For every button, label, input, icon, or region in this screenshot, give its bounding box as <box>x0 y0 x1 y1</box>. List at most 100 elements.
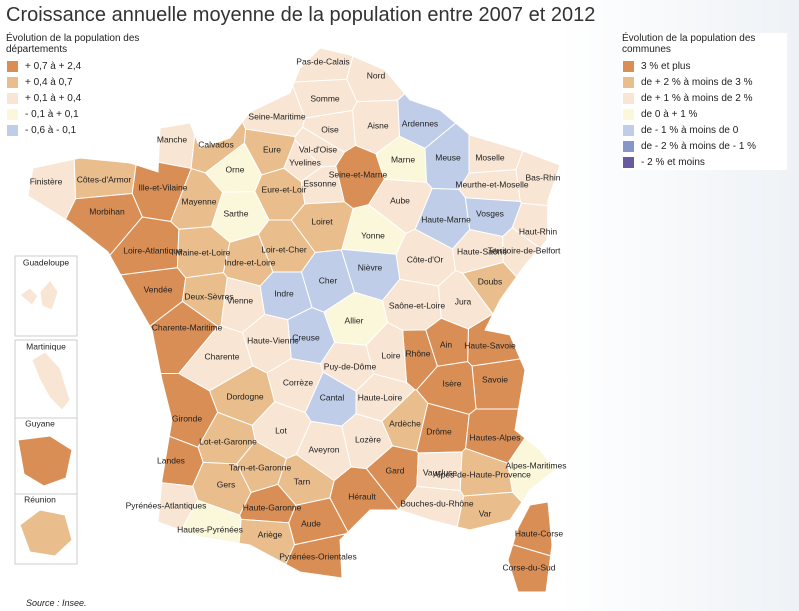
departement-label: Tarn <box>294 476 311 486</box>
departement-label: Aisne <box>367 120 389 130</box>
legend-label: + 0,4 à 0,7 <box>25 76 73 88</box>
departement-label: Puy-de-Dôme <box>324 361 377 371</box>
departement-label: Ille-et-Vilaine <box>139 182 188 192</box>
departement-label: Yonne <box>361 230 385 240</box>
legend-item: - 0,1 à + 0,1 <box>6 106 156 122</box>
departement-label: Saône-et-Loire <box>389 300 446 310</box>
departement-label: Landes <box>157 455 185 465</box>
departement-label: Lot <box>275 425 287 435</box>
departement-label: Creuse <box>292 332 320 342</box>
departement-label: Côte-d'Or <box>407 254 444 264</box>
departement-label: Vendée <box>144 284 173 294</box>
legend-item: de - 1 % à moins de 0 <box>622 122 787 138</box>
departement-label: Alpes-Maritimes <box>506 460 567 470</box>
departement-label: Seine-Maritime <box>248 111 305 121</box>
departement-label: Eure <box>263 144 281 154</box>
departement-label: Nièvre <box>358 262 383 272</box>
legend-label: de 0 à + 1 % <box>641 108 698 120</box>
departement-label: Nord <box>367 70 386 80</box>
departement-label: Indre-et-Loire <box>224 257 275 267</box>
legend-swatch <box>622 59 635 73</box>
departement-label: Vaucluse <box>423 467 458 477</box>
legend-label: de - 1 % à moins de 0 <box>641 124 739 136</box>
departement-label: Sarthe <box>223 208 248 218</box>
legend: Évolution de la population des communes 3… <box>622 33 787 170</box>
departement-label: Haut-Rhin <box>519 226 558 236</box>
departement-label: Drôme <box>426 426 452 436</box>
departement-label: Haute-Garonne <box>243 502 302 512</box>
departement <box>284 532 348 579</box>
departement-label: Haute-Loire <box>358 392 403 402</box>
departement-label: Rhône <box>405 348 430 358</box>
legend-swatch <box>622 155 635 169</box>
departement-label: Aveyron <box>308 444 339 454</box>
departement-label: Pyrénées-Orientales <box>279 551 356 561</box>
legend-label: + 0,7 à + 2,4 <box>25 60 82 72</box>
departement-label: Mayenne <box>182 196 217 206</box>
departement-label: Gard <box>386 465 405 475</box>
departement-label: Essonne <box>303 178 336 188</box>
legend-swatch <box>622 107 635 121</box>
legend-item: de - 2 % à moins de - 1 % <box>622 138 787 154</box>
departement-label: Gers <box>217 479 235 489</box>
departement-label: Calvados <box>198 139 233 149</box>
departement-label: Haute-Corse <box>515 528 563 538</box>
departement-label: Tarn-et-Garonne <box>229 462 292 472</box>
legend: Évolution de la population des départeme… <box>6 33 156 138</box>
departement-label: Haute-Saône <box>457 246 507 256</box>
overseas-territory <box>19 279 59 311</box>
departement-label: Orne <box>226 164 245 174</box>
departement-label: Haute-Savoie <box>464 340 516 350</box>
departement-label: Haute-Vienne <box>247 335 299 345</box>
legend-swatch <box>622 75 635 89</box>
departement-label: Loir-et-Cher <box>261 244 307 254</box>
legend-item: 3 % et plus <box>622 58 787 74</box>
legend-label: de - 2 % à moins de - 1 % <box>641 140 757 152</box>
legend-item: + 0,4 à 0,7 <box>6 74 156 90</box>
departement-label: Yvelines <box>289 157 321 167</box>
departement-label: Aude <box>301 518 321 528</box>
departement-label: Eure-et-Loir <box>262 184 307 194</box>
departement <box>329 466 400 533</box>
legend-swatch <box>622 139 635 153</box>
legend-label: - 2 % et moins <box>641 156 705 168</box>
legend-title: Évolution de la population des communes <box>622 33 756 55</box>
departement-label: Loire-Atlantique <box>123 245 183 255</box>
departement-label: Ain <box>440 339 453 349</box>
source: Source : Insee. <box>26 598 87 608</box>
overseas-label: Réunion <box>24 494 56 504</box>
departement-label: Var <box>479 508 492 518</box>
departement-label: Vienne <box>227 295 254 305</box>
legend-swatch <box>6 107 19 121</box>
departement-label: Somme <box>310 93 340 103</box>
title: Croissance annuelle moyenne de la popula… <box>6 4 596 26</box>
departement-label: Meuse <box>435 152 461 162</box>
legend-label: + 0,1 à + 0,4 <box>25 92 82 104</box>
departement-label: Corse-du-Sud <box>503 562 556 572</box>
departement-label: Ardennes <box>402 118 438 128</box>
departement-label: Hautes-Alpes <box>469 432 520 442</box>
legend-label: de + 2 % à moins de 3 % <box>641 76 753 88</box>
departement-label: Finistère <box>30 176 63 186</box>
legend-item: de + 2 % à moins de 3 % <box>622 74 787 90</box>
departement-label: Cher <box>319 275 338 285</box>
departement-label: Charente-Maritime <box>152 322 223 332</box>
departement-label: Hautes-Pyrénées <box>177 524 243 534</box>
overseas-label: Martinique <box>26 341 66 351</box>
departement-label: Isère <box>443 378 462 388</box>
legend-item: - 2 % et moins <box>622 154 787 170</box>
departement-label: Pas-de-Calais <box>296 56 349 66</box>
departement-label: Alpes-de-Haute-Provence <box>433 469 531 479</box>
departement <box>507 437 556 503</box>
legend-swatch <box>6 91 19 105</box>
departement-label: Charente <box>205 351 240 361</box>
departement-label: Côtes-d'Armor <box>77 174 132 184</box>
departement-label: Maine-et-Loire <box>176 247 231 257</box>
departement-label: Corrèze <box>283 377 314 387</box>
departement-label: Oise <box>321 124 339 134</box>
overseas-label: Guyane <box>25 418 55 428</box>
departement-label: Val-d'Oise <box>299 144 338 154</box>
legend-item: de + 1 % à moins de 2 % <box>622 90 787 106</box>
departement-label: Meurthe-et-Moselle <box>455 179 528 189</box>
